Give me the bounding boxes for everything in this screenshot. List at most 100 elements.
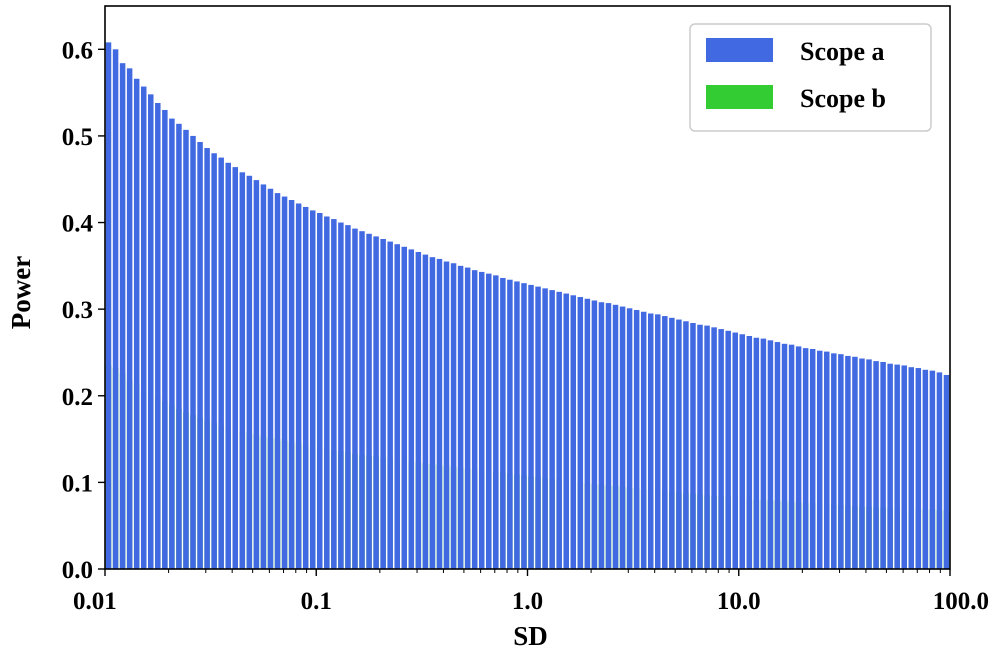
scope-a-bar	[225, 162, 231, 569]
scope-a-bar	[767, 340, 774, 569]
y-tick-label: 0.6	[62, 37, 93, 64]
scope-a-bar	[352, 228, 358, 569]
scope-a-bar	[366, 233, 372, 570]
scope-a-bar	[711, 327, 717, 569]
scope-a-bar	[126, 68, 133, 570]
scope-a-bar	[450, 263, 457, 569]
y-tick-label: 0.5	[62, 124, 93, 151]
y-tick-label: 0.2	[62, 384, 93, 411]
scope-a-bar	[802, 348, 809, 569]
scope-a-bar	[380, 239, 386, 569]
scope-a-bar	[528, 284, 534, 569]
scope-a-bar	[486, 273, 492, 569]
scope-a-bar	[676, 319, 682, 569]
scope-a-bar	[253, 180, 260, 569]
scope-a-bar	[887, 363, 893, 569]
scope-a-bar	[901, 365, 907, 569]
scope-a-bar	[148, 94, 154, 569]
x-tick-label: 0.01	[73, 588, 117, 615]
scope-a-bar	[795, 346, 802, 569]
scope-a-bar	[774, 342, 781, 569]
scope-a-bar	[577, 297, 584, 569]
y-axis-label: Power	[6, 256, 36, 329]
scope-a-bar	[732, 332, 738, 569]
scope-a-bar	[387, 241, 393, 569]
scope-a-bar	[119, 63, 126, 570]
scope-a-bar	[373, 236, 379, 569]
scope-a-bar	[915, 368, 922, 569]
scope-a-bar	[408, 249, 415, 569]
scope-a-bar	[302, 206, 309, 569]
scope-a-bar	[204, 148, 210, 570]
scope-a-bar	[718, 329, 724, 569]
scope-a-bar	[338, 222, 344, 570]
scope-a-bar	[753, 337, 760, 569]
scope-a-bar	[542, 288, 548, 569]
scope-a-bar	[943, 374, 950, 569]
legend-swatch-scope-a	[706, 38, 773, 62]
scope-a-bar	[549, 290, 555, 569]
scope-a-bar	[493, 275, 499, 569]
scope-a-bar	[478, 271, 485, 569]
y-tick-label: 0.1	[62, 470, 93, 497]
scope-a-bar	[697, 324, 703, 569]
scope-a-bar	[218, 157, 224, 569]
scope-a-bar	[415, 251, 422, 570]
x-tick-label: 100.0	[933, 588, 989, 615]
scope-a-bar	[267, 188, 274, 569]
scope-a-bar	[922, 369, 929, 569]
scope-a-bar	[788, 344, 795, 569]
scope-a-bar	[633, 310, 640, 569]
scope-a-bar	[331, 219, 337, 569]
legend-label-scope-b: Scope b	[800, 84, 886, 113]
scope-a-bar	[626, 308, 633, 569]
scope-a-bar	[669, 317, 675, 569]
scope-a-bar	[309, 210, 316, 569]
scope-a-bar	[838, 354, 844, 569]
scope-a-bar	[260, 184, 267, 569]
y-tick-label: 0.0	[62, 557, 93, 584]
y-tick-label: 0.4	[62, 211, 94, 238]
scope-a-bar	[429, 257, 436, 569]
scope-a-bar	[105, 42, 112, 569]
legend-swatch-scope-b	[706, 85, 773, 109]
scope-a-bar	[190, 135, 196, 570]
scope-a-bar	[598, 302, 605, 569]
scope-a-bar	[690, 323, 696, 569]
scope-a-bar	[563, 293, 569, 569]
scope-a-bar	[464, 267, 471, 569]
scope-a-bar	[183, 129, 189, 570]
scope-a-bar	[232, 167, 239, 569]
scope-a-bar	[211, 153, 217, 569]
scope-a-bar	[816, 350, 823, 569]
scope-a-bar	[619, 306, 626, 569]
scope-a-bar	[570, 295, 577, 569]
scope-a-bar	[436, 258, 443, 569]
scope-a-bar	[443, 261, 450, 569]
scope-a-bar	[908, 367, 915, 569]
scope-a-bar	[704, 325, 710, 569]
scope-a-bar	[605, 303, 612, 569]
scope-a-bar	[647, 313, 654, 569]
scope-a-bar	[746, 336, 753, 569]
scope-a-bar	[760, 338, 767, 569]
scope-a-bar	[556, 291, 562, 569]
scope-a-bar	[894, 364, 900, 569]
scope-a-bar	[831, 353, 837, 569]
scope-a-bar	[140, 86, 147, 570]
scope-a-bar	[457, 265, 464, 569]
scope-a-bar	[859, 358, 865, 569]
scope-a-bar	[133, 78, 140, 569]
scope-a-bars	[105, 42, 950, 570]
scope-a-bar	[112, 49, 119, 570]
scope-a-bar	[514, 281, 520, 569]
scope-a-bar	[880, 361, 886, 569]
scope-a-bar	[725, 330, 731, 569]
scope-a-bar	[591, 300, 598, 569]
x-tick-label: 1.0	[512, 588, 543, 615]
scope-a-bar	[507, 279, 513, 569]
scope-a-bar	[852, 356, 858, 569]
scope-a-bar	[655, 314, 661, 569]
